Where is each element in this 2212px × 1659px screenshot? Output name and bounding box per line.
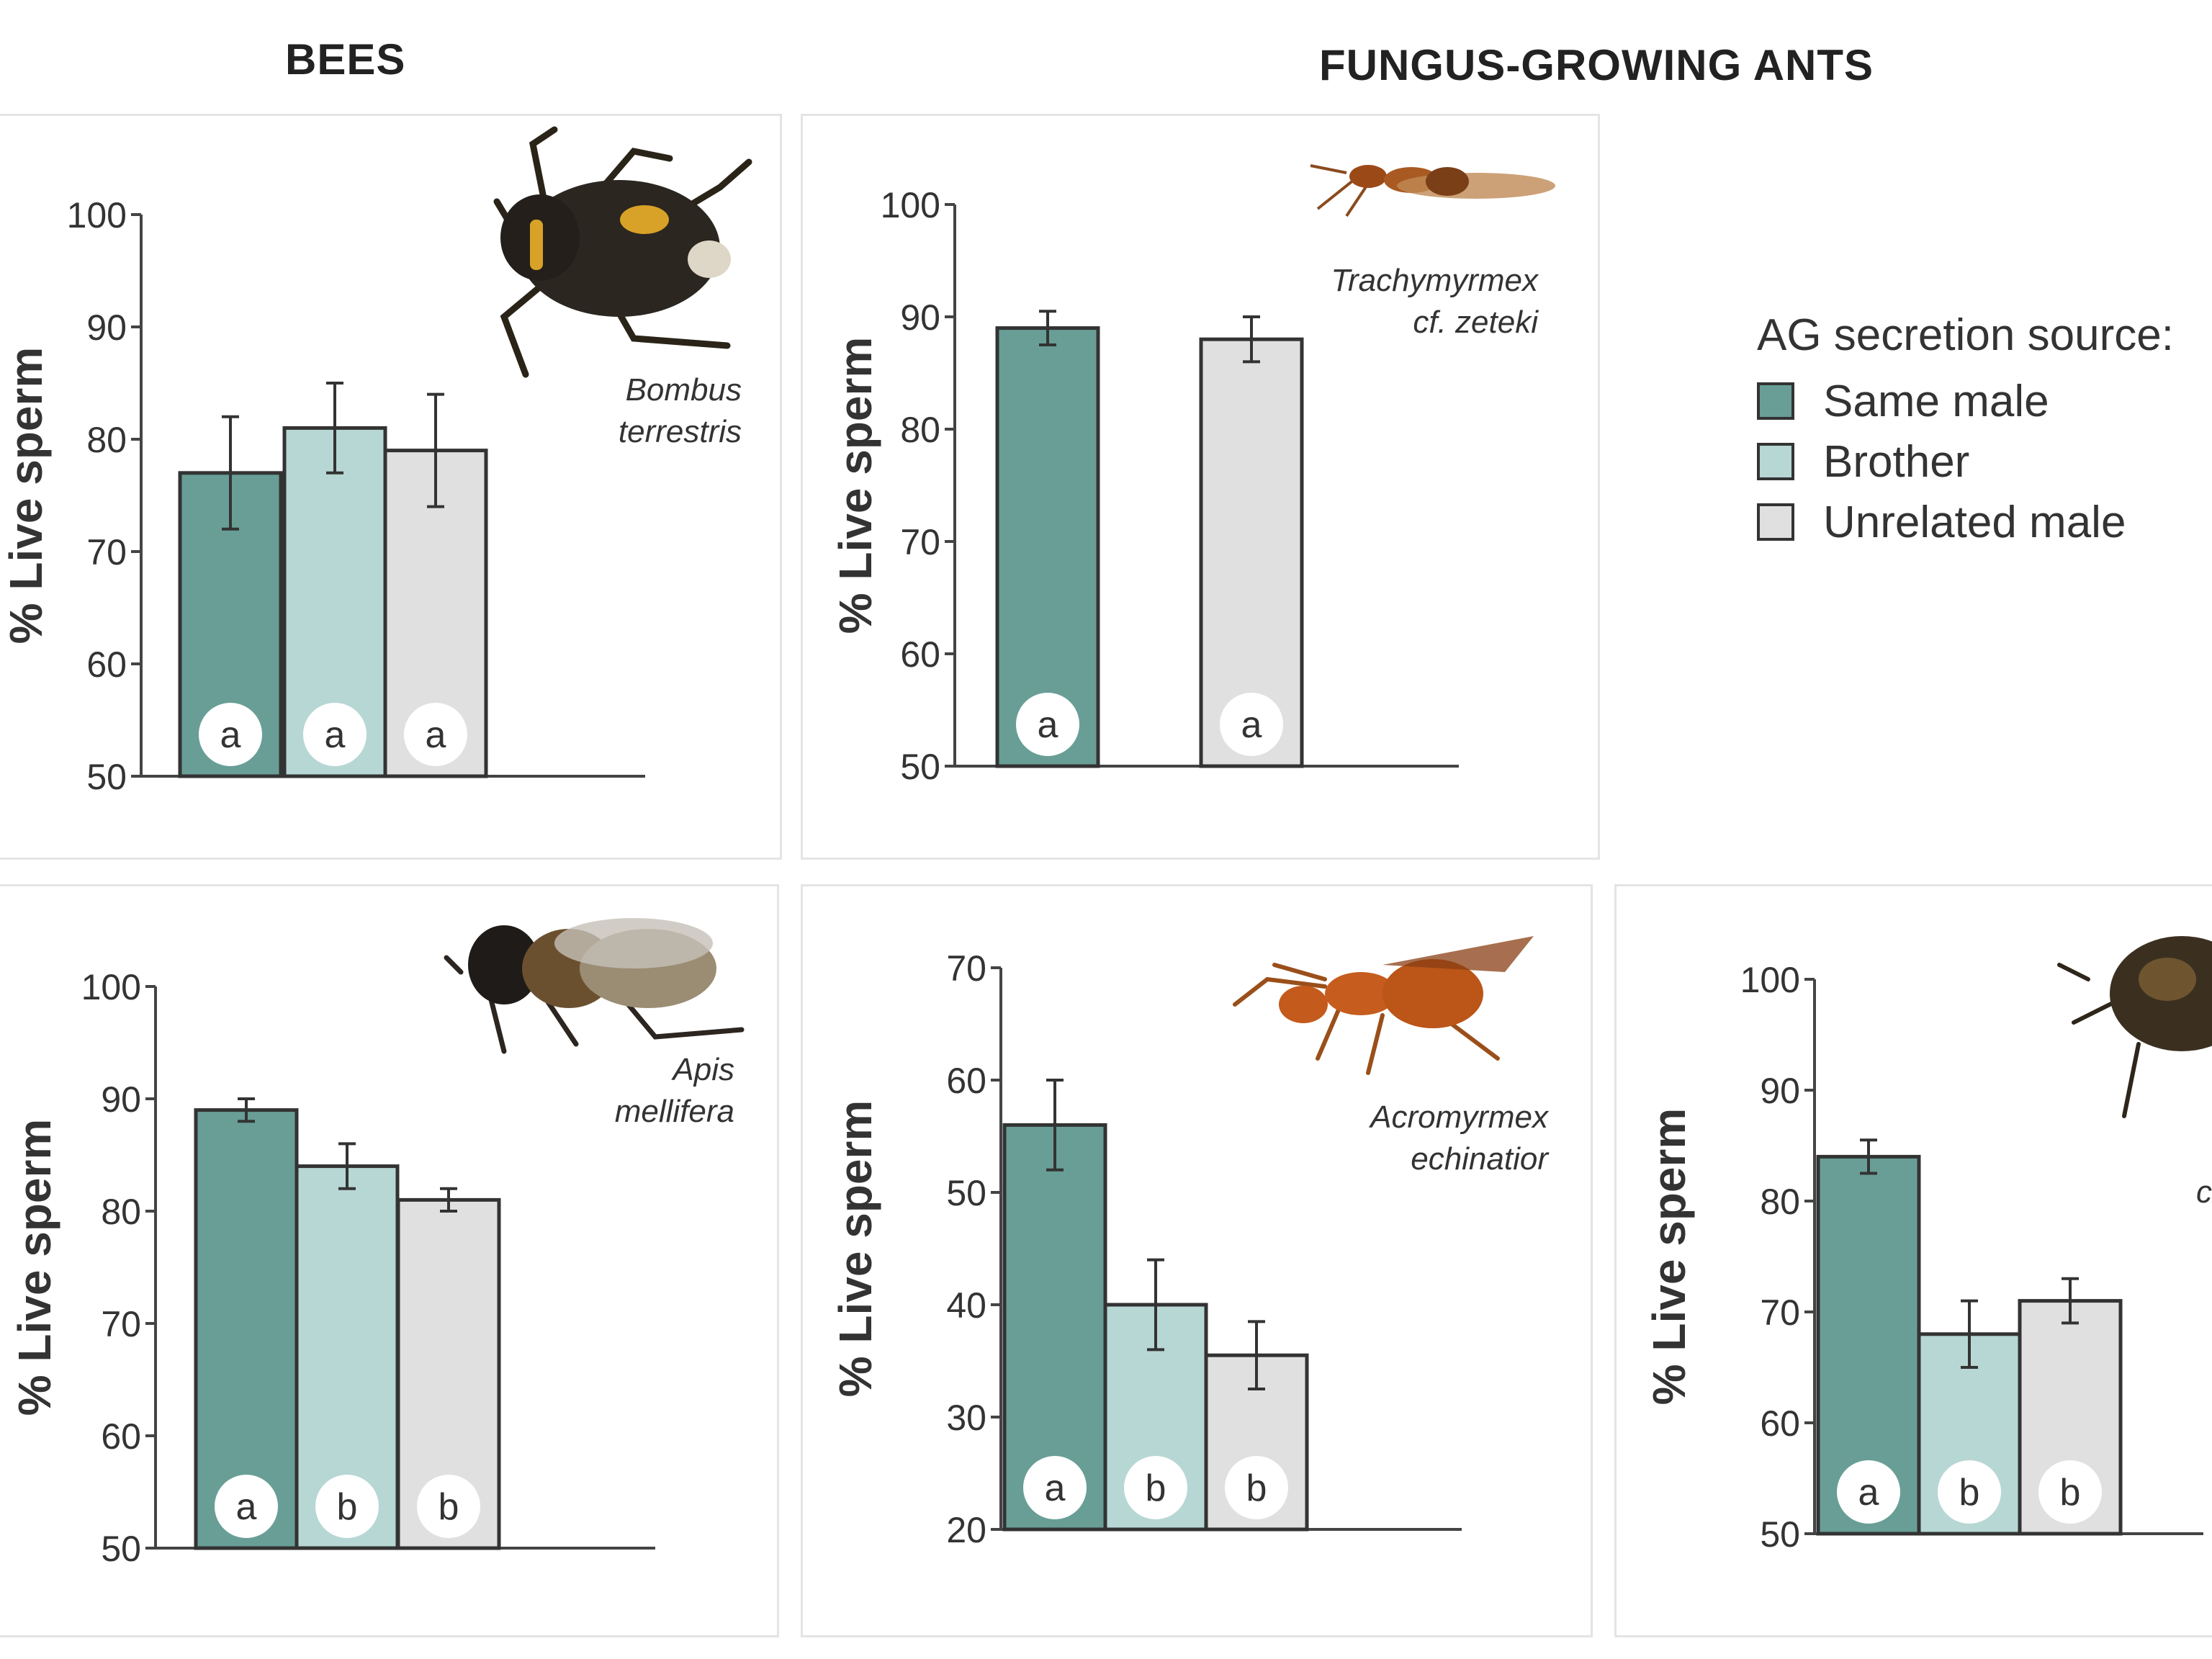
species-name: c bbox=[2196, 1174, 2212, 1210]
y-tick-label: 100 bbox=[81, 967, 141, 1007]
y-tick-label: 60 bbox=[900, 634, 940, 675]
cut-ant-icon bbox=[2057, 936, 2212, 1118]
species-name: cf. zeteki bbox=[1413, 305, 1539, 340]
chart-2: 50 60 70 80 90 100 % Live sperm a b b Apis mellifer… bbox=[9, 967, 734, 1569]
significance-letter: a bbox=[1241, 704, 1262, 746]
significance-badge bbox=[303, 703, 367, 766]
y-tick-label: 70 bbox=[101, 1304, 141, 1344]
bees-heading: BEES bbox=[285, 35, 406, 84]
y-tick-label: 50 bbox=[946, 1173, 986, 1213]
y-tick-label: 60 bbox=[86, 644, 127, 685]
significance-letter: a bbox=[236, 1486, 257, 1528]
legend-swatch-unrelated-male bbox=[1757, 503, 1794, 541]
y-tick-label: 60 bbox=[1760, 1403, 1800, 1444]
chart-4: 50 60 70 80 90 100 % Live sperm a b b c bbox=[1643, 960, 2212, 1555]
significance-badge bbox=[417, 1475, 480, 1538]
y-tick-label: 100 bbox=[1740, 960, 1800, 1000]
significance-badge bbox=[1124, 1456, 1187, 1519]
y-tick-label: 90 bbox=[101, 1079, 141, 1120]
legend-label-brother: Brother bbox=[1823, 436, 1970, 487]
significance-badge bbox=[1016, 693, 1079, 756]
species-name: mellifera bbox=[615, 1094, 734, 1129]
ants-heading: FUNGUS-GROWING ANTS bbox=[1319, 41, 1874, 89]
legend-swatch-same-male bbox=[1757, 382, 1794, 420]
legend-item-unrelated-male: Unrelated male bbox=[1757, 492, 2174, 552]
y-tick-label: 90 bbox=[1760, 1071, 1800, 1111]
y-tick-label: 50 bbox=[900, 747, 940, 787]
y-axis-title: % Live sperm bbox=[830, 337, 881, 634]
significance-letter: a bbox=[426, 714, 446, 756]
species-name: terrestris bbox=[619, 414, 742, 449]
significance-badge bbox=[1837, 1460, 1900, 1524]
significance-letter: a bbox=[1038, 704, 1058, 746]
significance-letter: b bbox=[337, 1486, 358, 1528]
significance-letter: a bbox=[1045, 1467, 1066, 1509]
significance-badge bbox=[1938, 1460, 2001, 1524]
chart-1: 50 60 70 80 90 100 % Live sperm a a Trachymyrmex c… bbox=[830, 185, 1539, 787]
y-tick-label: 60 bbox=[101, 1416, 141, 1457]
y-tick-label: 50 bbox=[101, 1529, 141, 1569]
species-name: Apis bbox=[670, 1052, 734, 1087]
legend-title: AG secretion source: bbox=[1757, 310, 2174, 360]
species-name: Acromyrmex bbox=[1368, 1100, 1550, 1135]
species-name: Trachymyrmex bbox=[1331, 263, 1539, 298]
significance-badge bbox=[1225, 1456, 1288, 1519]
acromyrmex-ant-icon bbox=[1233, 936, 1534, 1075]
significance-badge bbox=[404, 703, 467, 766]
significance-letter: b bbox=[2060, 1472, 2081, 1514]
significance-badge bbox=[1220, 693, 1283, 756]
honeybee-icon bbox=[444, 918, 745, 1054]
significance-letter: a bbox=[1858, 1472, 1879, 1514]
y-axis-title: % Live sperm bbox=[9, 1119, 60, 1416]
y-tick-label: 70 bbox=[1760, 1292, 1800, 1333]
y-tick-label: 80 bbox=[86, 420, 127, 460]
y-tick-label: 70 bbox=[946, 948, 986, 989]
y-tick-label: 70 bbox=[86, 532, 127, 572]
legend-label-unrelated-male: Unrelated male bbox=[1823, 497, 2126, 547]
y-tick-label: 80 bbox=[101, 1192, 141, 1232]
legend-label-same-male: Same male bbox=[1823, 376, 2049, 426]
y-tick-label: 40 bbox=[946, 1285, 986, 1326]
significance-badge bbox=[215, 1475, 278, 1538]
y-tick-label: 50 bbox=[1760, 1514, 1800, 1555]
significance-badge bbox=[1023, 1456, 1087, 1519]
significance-letter: a bbox=[220, 714, 241, 756]
y-tick-label: 90 bbox=[900, 297, 940, 338]
y-tick-label: 80 bbox=[900, 410, 940, 450]
significance-badge bbox=[2038, 1460, 2102, 1524]
y-axis-title: % Live sperm bbox=[0, 347, 52, 644]
significance-badge bbox=[199, 703, 262, 766]
y-tick-label: 80 bbox=[1760, 1182, 1800, 1222]
chart-0: 50 60 70 80 90 100 % Live sperm a a a Bombus terres… bbox=[0, 195, 742, 797]
y-tick-label: 30 bbox=[946, 1398, 986, 1438]
y-tick-label: 90 bbox=[86, 307, 127, 348]
significance-letter: b bbox=[1146, 1467, 1166, 1509]
y-tick-label: 60 bbox=[946, 1061, 986, 1101]
bumblebee-icon bbox=[493, 126, 752, 378]
significance-letter: b bbox=[1246, 1467, 1267, 1509]
significance-badge bbox=[315, 1475, 379, 1538]
y-axis-title: % Live sperm bbox=[830, 1100, 881, 1398]
legend-item-same-male: Same male bbox=[1757, 371, 2174, 431]
significance-letter: a bbox=[325, 714, 346, 756]
trachymyrmex-ant-icon bbox=[1310, 164, 1555, 217]
y-tick-label: 100 bbox=[67, 195, 127, 235]
significance-letter: b bbox=[1959, 1472, 1980, 1514]
legend-item-brother: Brother bbox=[1757, 431, 2174, 492]
y-tick-label: 20 bbox=[946, 1510, 986, 1550]
legend: AG secretion source: Same male Brother U… bbox=[1757, 310, 2174, 552]
y-tick-label: 100 bbox=[881, 185, 940, 225]
significance-letter: b bbox=[439, 1486, 459, 1528]
y-axis-title: % Live sperm bbox=[1643, 1108, 1695, 1406]
species-name: echinatior bbox=[1411, 1141, 1550, 1177]
chart-3: 20 30 40 50 60 70 % Live sperm a b b Acromyrmex ech… bbox=[830, 948, 1550, 1550]
y-tick-label: 70 bbox=[900, 522, 940, 562]
legend-swatch-brother bbox=[1757, 443, 1794, 480]
species-name: Bombus bbox=[626, 372, 742, 408]
y-tick-label: 50 bbox=[86, 757, 127, 797]
